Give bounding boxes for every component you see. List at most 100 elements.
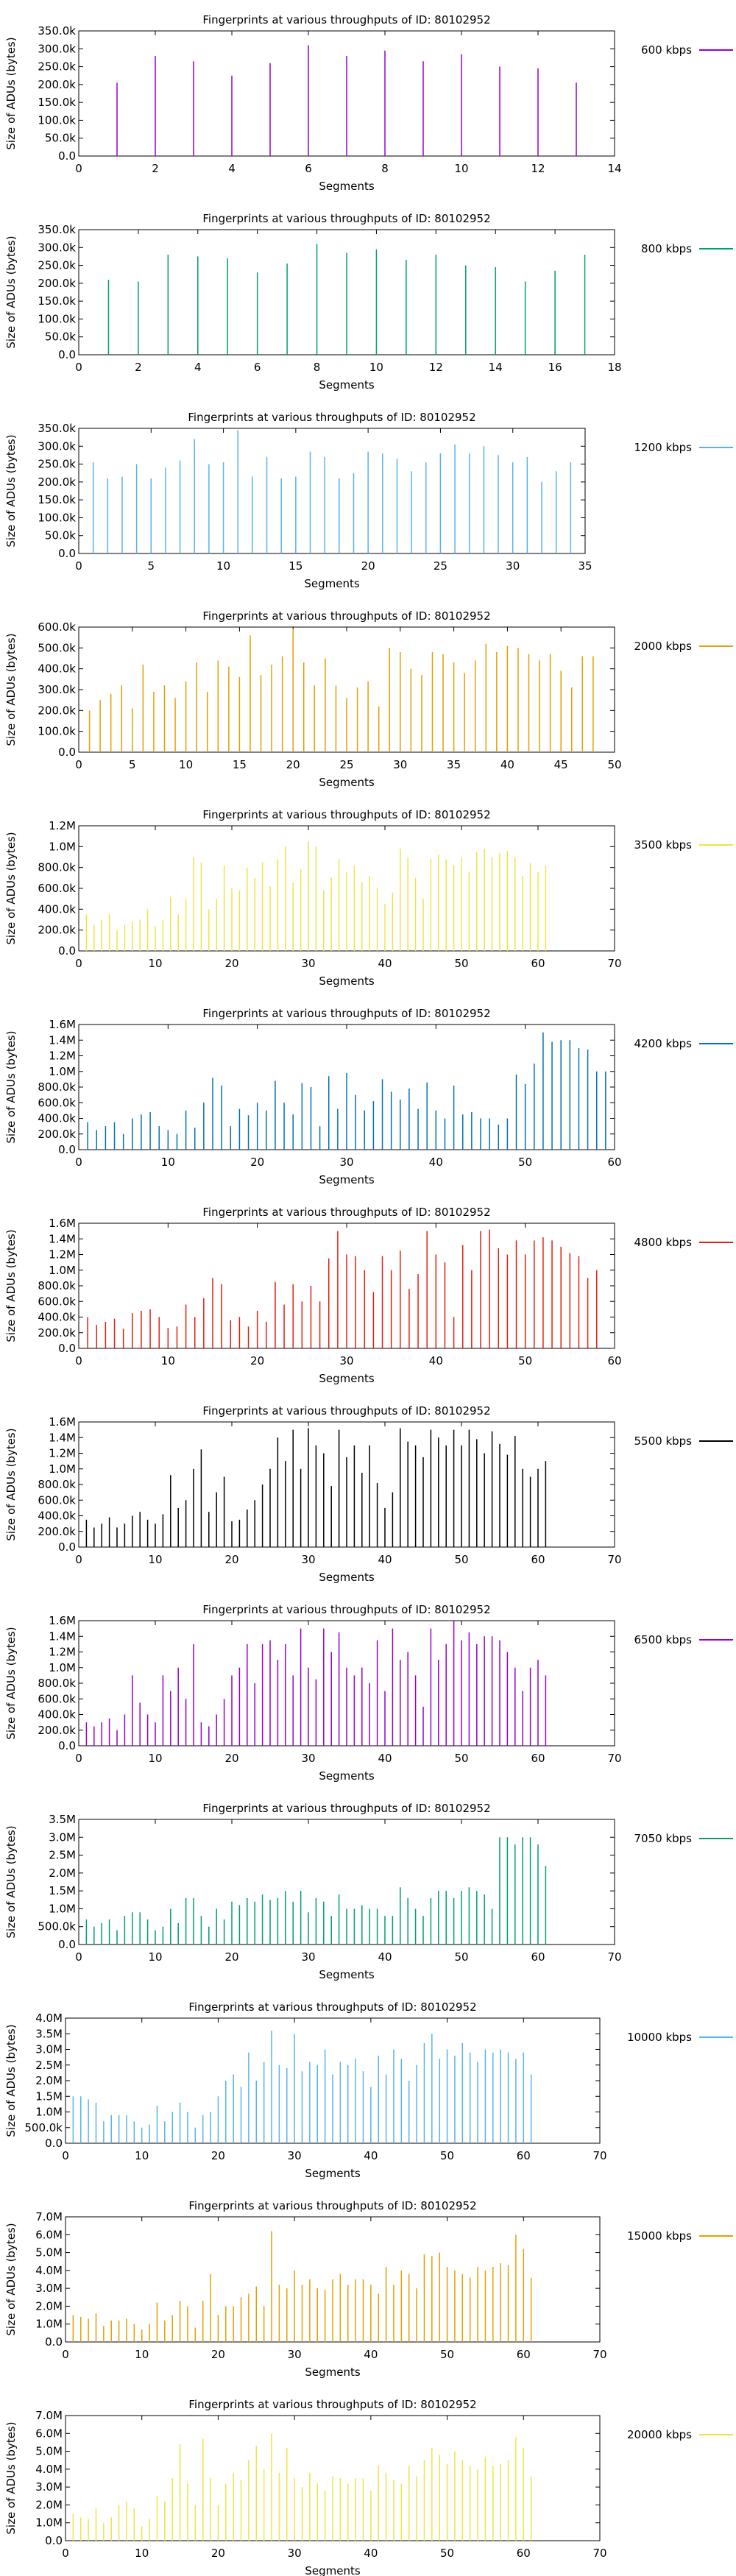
x-tick-label: 0 <box>62 2547 69 2560</box>
x-tick-label: 10 <box>216 559 230 573</box>
y-tick-label: 200.0k <box>38 78 76 91</box>
y-tick-label: 200.0k <box>38 1128 76 1141</box>
chart-title: Fingerprints at various throughputs of I… <box>188 2199 476 2212</box>
y-tick-label: 100.0k <box>38 113 76 127</box>
y-tick-label: 4.0M <box>35 2011 63 2025</box>
y-tick-label: 600.0k <box>38 620 76 634</box>
y-tick-label: 800.0k <box>38 1677 76 1690</box>
x-axis-label: Segments <box>319 776 375 789</box>
y-tick-label: 1.6M <box>49 1018 76 1031</box>
y-tick-label: 300.0k <box>38 683 76 696</box>
y-axis-label: Size of ADUs (bytes) <box>4 633 18 746</box>
x-axis-label: Segments <box>319 1571 375 1584</box>
y-axis-label: Size of ADUs (bytes) <box>4 1229 18 1342</box>
y-tick-label: 6.0M <box>35 2228 63 2241</box>
y-axis-label: Size of ADUs (bytes) <box>4 1825 18 1938</box>
x-tick-label: 10 <box>148 1553 162 1566</box>
y-tick-label: 350.0k <box>38 422 76 435</box>
y-tick-label: 1.0M <box>49 1264 76 1277</box>
x-tick-label: 2 <box>135 361 142 374</box>
y-axis-label: Size of ADUs (bytes) <box>4 832 18 944</box>
x-tick-label: 5 <box>129 758 136 771</box>
x-tick-label: 10 <box>148 1752 162 1765</box>
chart-title: Fingerprints at various throughputs of I… <box>188 411 475 424</box>
x-tick-label: 20 <box>224 1950 238 1964</box>
x-tick-label: 50 <box>454 1752 468 1765</box>
chart-title: Fingerprints at various throughputs of I… <box>202 13 490 26</box>
x-tick-label: 20 <box>286 758 300 771</box>
y-tick-label: 100.0k <box>38 725 76 738</box>
legend-label: 20000 kbps <box>627 2428 692 2441</box>
x-tick-label: 40 <box>378 1950 392 1964</box>
x-tick-label: 12 <box>531 162 545 175</box>
y-tick-label: 3.0M <box>49 1830 76 1844</box>
y-tick-label: 5.0M <box>35 2246 63 2260</box>
y-tick-label: 0.0 <box>58 348 76 361</box>
y-tick-label: 250.0k <box>38 259 76 272</box>
y-tick-label: 1.0M <box>35 2106 63 2119</box>
x-tick-label: 0 <box>75 758 82 771</box>
x-tick-label: 40 <box>364 2149 378 2162</box>
chart-panel-5: Fingerprints at various throughputs of I… <box>4 808 733 988</box>
x-tick-label: 8 <box>314 361 321 374</box>
y-tick-label: 350.0k <box>38 24 76 38</box>
x-tick-label: 2 <box>152 162 159 175</box>
x-tick-label: 12 <box>429 361 443 374</box>
y-axis-label: Size of ADUs (bytes) <box>4 2421 18 2534</box>
y-tick-label: 150.0k <box>38 493 76 506</box>
x-tick-label: 40 <box>378 1752 392 1765</box>
x-tick-label: 0 <box>75 162 82 175</box>
y-tick-label: 400.0k <box>38 662 76 676</box>
y-tick-label: 1.6M <box>49 1614 76 1627</box>
x-axis-label: Segments <box>305 2564 361 2576</box>
x-tick-label: 14 <box>607 162 621 175</box>
x-tick-label: 0 <box>75 361 82 374</box>
y-tick-label: 3.0M <box>35 2480 63 2494</box>
y-tick-label: 250.0k <box>38 458 76 471</box>
x-tick-label: 50 <box>454 1950 468 1964</box>
x-tick-label: 40 <box>429 1354 443 1367</box>
x-tick-label: 25 <box>339 758 353 771</box>
x-tick-label: 6 <box>254 361 261 374</box>
y-tick-label: 0.0 <box>45 2534 63 2547</box>
y-tick-label: 600.0k <box>38 882 76 895</box>
x-tick-label: 30 <box>288 2348 302 2361</box>
y-tick-label: 1.4M <box>49 1232 76 1245</box>
x-tick-label: 30 <box>288 2547 302 2560</box>
y-tick-label: 400.0k <box>38 1708 76 1722</box>
chart-title: Fingerprints at various throughputs of I… <box>202 1802 490 1815</box>
y-tick-label: 1.0M <box>35 2516 63 2530</box>
x-tick-label: 20 <box>224 957 238 970</box>
chart-title: Fingerprints at various throughputs of I… <box>188 2398 476 2411</box>
y-axis-label: Size of ADUs (bytes) <box>4 2223 18 2335</box>
x-tick-label: 10 <box>148 957 162 970</box>
chart-panel-13: Fingerprints at various throughputs of I… <box>4 2398 733 2576</box>
x-tick-label: 50 <box>440 2149 454 2162</box>
x-tick-label: 50 <box>440 2348 454 2361</box>
x-tick-label: 20 <box>224 1752 238 1765</box>
x-tick-label: 70 <box>592 2149 606 2162</box>
x-axis-label: Segments <box>305 2366 361 2379</box>
y-axis-label: Size of ADUs (bytes) <box>4 1428 18 1540</box>
chart-panel-6: Fingerprints at various throughputs of I… <box>4 1007 733 1186</box>
y-tick-label: 400.0k <box>38 902 76 916</box>
y-tick-label: 1.6M <box>49 1217 76 1230</box>
x-tick-label: 40 <box>378 1553 392 1566</box>
x-tick-label: 70 <box>592 2348 606 2361</box>
y-tick-label: 1.2M <box>49 819 76 832</box>
plot-frame <box>78 428 586 554</box>
y-tick-label: 1.2M <box>49 1646 76 1659</box>
x-axis-label: Segments <box>304 577 360 590</box>
x-tick-label: 35 <box>578 559 592 573</box>
y-tick-label: 50.0k <box>45 529 76 542</box>
y-tick-label: 1.0M <box>49 1065 76 1078</box>
x-tick-label: 30 <box>301 1553 315 1566</box>
x-tick-label: 0 <box>75 1950 82 1964</box>
x-tick-label: 70 <box>592 2547 606 2560</box>
y-tick-label: 50.0k <box>45 330 76 344</box>
y-axis-label: Size of ADUs (bytes) <box>4 1030 18 1143</box>
y-tick-label: 600.0k <box>38 1096 76 1109</box>
y-tick-label: 3.5M <box>49 1813 76 1826</box>
y-tick-label: 300.0k <box>38 42 76 55</box>
y-tick-label: 0.0 <box>58 1938 76 1951</box>
